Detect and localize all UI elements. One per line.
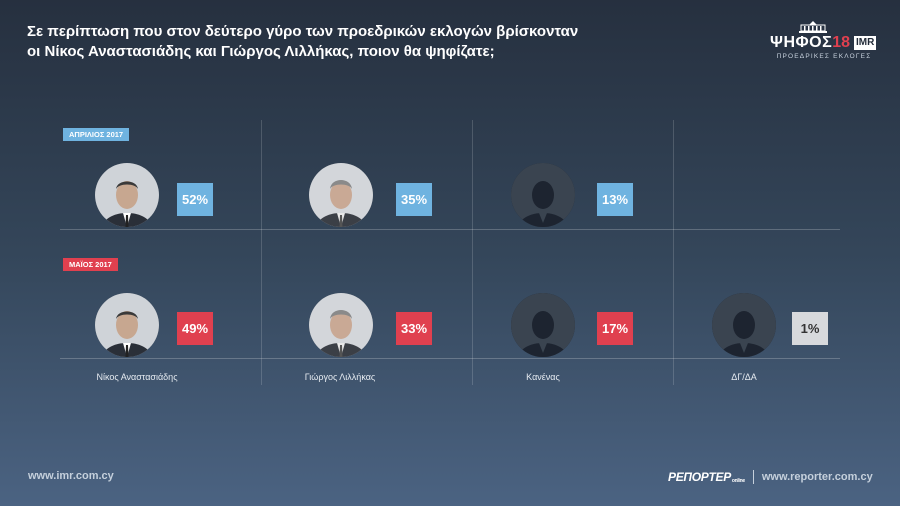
title-line-1: Σε περίπτωση που στον δεύτερο γύρο των π… <box>27 23 579 40</box>
parliament-building-icon <box>799 21 827 33</box>
series-label-april: ΑΠΡΙΛΙΟΣ 2017 <box>63 128 130 141</box>
chart-title: Σε περίπτωση που στον δεύτερο γύρο των π… <box>27 22 627 62</box>
reporter-logo-text: ΡΕΠΟΡΤΕΡ <box>668 470 731 484</box>
column-divider-1 <box>261 120 262 385</box>
value-lillikas-april: 35% <box>396 183 432 216</box>
candidate-name-lillikas: Γιώργος Λιλλήκας <box>304 372 376 382</box>
logo-number: 18 <box>832 34 850 51</box>
candidate-name-dont-know: ΔΓ/ΔΑ <box>731 372 757 382</box>
lillikas-photo <box>309 163 373 227</box>
none-silhouette-icon-may <box>511 293 575 357</box>
footer-brand: ΡΕΠΟΡΤΕΡonline www.reporter.com.cy <box>668 468 873 486</box>
column-divider-3 <box>673 120 674 385</box>
logo-text: ΨΗΦΟΣ <box>770 34 833 51</box>
title-line-2: οι Νίκος Αναστασιάδης και Γιώργος Λιλλήκ… <box>27 43 495 60</box>
value-dont-know-may: 1% <box>792 312 828 345</box>
anastasiadis-photo <box>95 163 159 227</box>
imr-website-link[interactable]: www.imr.com.cy <box>28 470 114 482</box>
row-divider-may <box>60 358 840 359</box>
value-none-april: 13% <box>597 183 633 216</box>
candidate-name-anastasiadis: Νίκος Αναστασιάδης <box>96 372 178 382</box>
lillikas-photo-may <box>309 293 373 357</box>
reporter-logo: ΡΕΠΟΡΤΕΡonline <box>668 470 745 484</box>
value-anastasiadis-april: 52% <box>177 183 213 216</box>
series-label-may: ΜΑΪΟΣ 2017 <box>63 258 118 271</box>
value-anastasiadis-may: 49% <box>177 312 213 345</box>
value-none-may: 17% <box>597 312 633 345</box>
reporter-logo-sub: online <box>731 478 745 484</box>
value-lillikas-may: 33% <box>396 312 432 345</box>
footer-separator <box>752 470 754 484</box>
logo-subtitle: ΠΡΟΕΔΡΙΚΕΣ ΕΚΛΟΓΕΣ <box>776 53 872 60</box>
anastasiadis-photo-may <box>95 293 159 357</box>
none-silhouette-icon <box>511 163 575 227</box>
column-divider-2 <box>472 120 473 385</box>
reporter-website-link[interactable]: www.reporter.com.cy <box>761 471 873 483</box>
row-divider-april <box>60 229 840 230</box>
candidate-name-none: Κανένας <box>526 372 560 382</box>
psifos18-logo: ΨΗΦΟΣ 18 IMR ΠΡΟΕΔΡΙΚΕΣ ΕΚΛΟΓΕΣ <box>768 20 880 62</box>
dont-know-silhouette-icon <box>712 293 776 357</box>
imr-badge: IMR <box>853 36 877 50</box>
